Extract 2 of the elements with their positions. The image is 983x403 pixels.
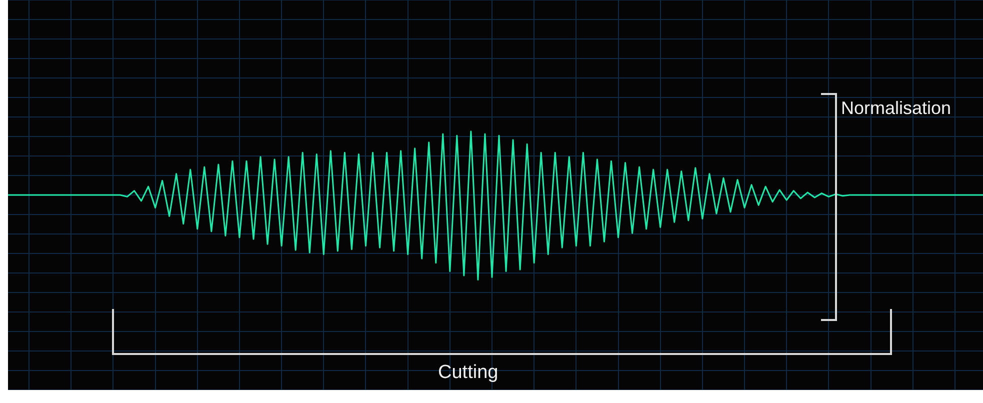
text: Cutting (438, 362, 498, 384)
text: Normalisation (841, 98, 952, 119)
